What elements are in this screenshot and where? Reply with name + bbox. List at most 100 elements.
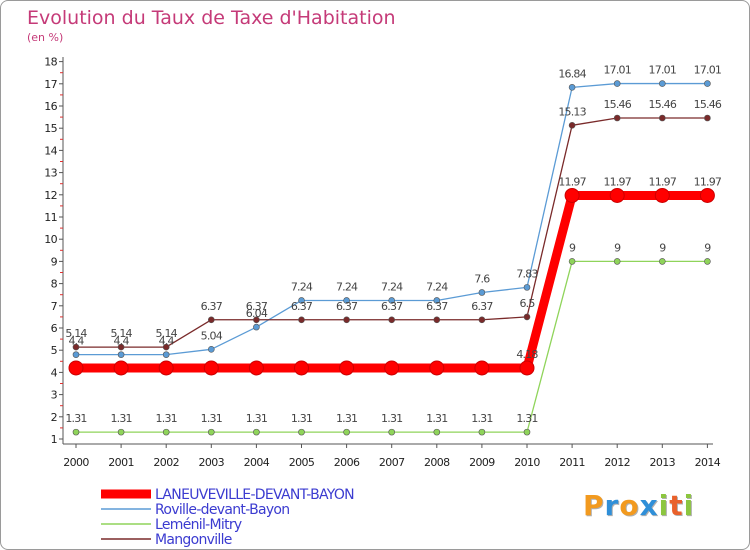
data-label: 7.24 — [336, 280, 358, 293]
data-point — [654, 187, 670, 203]
data-label: 1.31 — [246, 412, 267, 425]
y-tick-label: 15 — [44, 122, 57, 135]
data-point — [162, 351, 170, 358]
data-point — [433, 316, 441, 324]
x-tick-label: 2013 — [649, 456, 675, 469]
logo-letter: t — [669, 489, 684, 522]
series-layer — [68, 80, 715, 436]
data-point — [564, 187, 580, 203]
data-label: 11.97 — [694, 175, 722, 188]
data-point — [474, 360, 490, 376]
data-label: 9 — [614, 241, 621, 254]
x-tick-label: 2006 — [334, 456, 360, 469]
data-label: 6.37 — [381, 300, 403, 313]
data-label: 7.24 — [381, 280, 403, 293]
data-point — [388, 297, 396, 304]
data-label: 1.31 — [156, 412, 177, 425]
data-label: 4.4 — [114, 335, 130, 348]
data-label: 1.31 — [426, 412, 447, 425]
chart-title: Evolution du Taux de Taxe d'Habitation — [27, 7, 396, 29]
legend-label-0: LANEUVEVILLE-DEVANT-BAYON — [155, 487, 354, 503]
x-tick-label: 2000 — [63, 456, 89, 469]
legend-label-3: Mangonville — [155, 532, 232, 548]
logo-letter: P — [583, 489, 605, 522]
y-tick-label: 10 — [44, 233, 57, 246]
chart-subtitle: (en %) — [27, 31, 64, 44]
data-label: 17.01 — [603, 64, 631, 77]
data-point — [523, 313, 531, 321]
data-point — [253, 323, 260, 331]
data-point — [609, 187, 625, 203]
y-tick-label: 4 — [51, 366, 58, 379]
data-label: 6.37 — [426, 300, 448, 313]
x-tick-label: 2014 — [695, 456, 721, 469]
y-tick-label: 6 — [51, 322, 58, 335]
data-point — [343, 428, 350, 436]
data-point — [658, 80, 666, 87]
series-line-1 — [75, 82, 709, 356]
data-label: 4.4 — [68, 335, 84, 348]
data-label: 17.01 — [694, 64, 722, 77]
data-point — [294, 360, 309, 376]
y-tick-label: 16 — [44, 100, 57, 113]
data-label: 6.37 — [246, 300, 268, 313]
data-label: 7.6 — [474, 272, 490, 285]
data-label: 5.14 — [156, 327, 178, 340]
x-tick-label: 2007 — [379, 456, 405, 469]
data-point — [613, 258, 621, 265]
data-label: 6.37 — [336, 300, 358, 313]
data-point — [478, 289, 486, 296]
y-tick-label: 18 — [44, 56, 57, 69]
data-point — [253, 316, 260, 324]
x-tick-label: 2008 — [424, 456, 450, 469]
x-tick-label: 2003 — [198, 456, 224, 469]
data-point — [613, 114, 621, 122]
y-tick-label: 17 — [44, 78, 57, 91]
data-point — [343, 316, 350, 324]
logo-letter: x — [639, 489, 659, 522]
data-label: 1.31 — [65, 412, 86, 425]
data-point — [298, 428, 305, 436]
data-point — [433, 428, 441, 436]
data-label: 7.24 — [426, 280, 448, 293]
y-tick-label: 1 — [51, 433, 57, 446]
data-label: 6.37 — [291, 300, 313, 313]
data-label: 7.24 — [291, 280, 313, 293]
data-label: 11.97 — [603, 175, 631, 188]
x-tick-label: 2012 — [604, 456, 630, 469]
data-point — [72, 428, 80, 436]
data-point — [117, 343, 125, 351]
data-point — [433, 297, 441, 304]
y-tick-label: 3 — [51, 389, 58, 402]
data-point — [384, 360, 400, 376]
data-label: 15.46 — [694, 98, 722, 111]
data-point — [388, 428, 396, 436]
y-tick-label: 8 — [51, 278, 58, 291]
data-point — [568, 122, 576, 129]
data-point — [208, 316, 215, 324]
legend-label-2: Leménil-Mitry — [155, 517, 242, 533]
data-point — [158, 360, 174, 376]
data-point — [478, 428, 486, 436]
logo-letter: o — [619, 489, 640, 522]
legend-label-1: Roville-devant-Bayon — [155, 502, 289, 518]
data-point — [343, 297, 350, 304]
data-point — [568, 84, 576, 91]
y-tick-label: 14 — [44, 144, 57, 157]
data-label: 6.5 — [519, 297, 535, 310]
data-label: 5.04 — [201, 329, 223, 342]
data-label: 7.83 — [516, 267, 538, 280]
data-point — [298, 316, 305, 324]
y-tick-label: 11 — [44, 211, 57, 224]
data-point — [523, 284, 531, 291]
data-point — [248, 360, 264, 376]
y-tick-label: 13 — [44, 167, 57, 180]
data-label: 6.37 — [201, 300, 223, 313]
x-tick-label: 2002 — [153, 456, 179, 469]
proxiti-logo: Proxiti — [583, 489, 694, 522]
data-labels-layer: 4.18 11.97 11.97 11.97 11.97 4.4 4.4 4.4 5.04 6.0… — [65, 64, 722, 426]
data-point — [68, 360, 84, 376]
